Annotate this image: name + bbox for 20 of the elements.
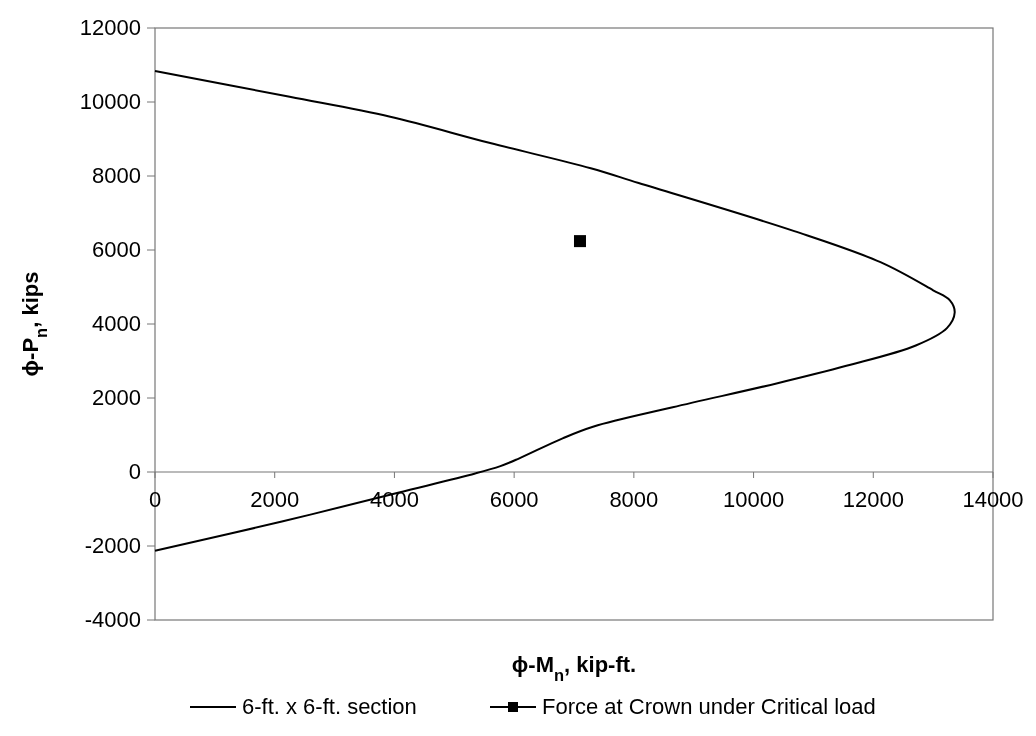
y-tick-label: 10000 <box>79 89 141 114</box>
x-tick-label: 4000 <box>369 487 419 512</box>
y-tick-label: -4000 <box>84 607 141 632</box>
x-tick-label: 8000 <box>609 487 659 512</box>
legend-label: Force at Crown under Critical load <box>542 694 876 719</box>
x-tick-label: 14000 <box>962 487 1024 512</box>
x-tick-label: 2000 <box>250 487 300 512</box>
y-tick-label: 0 <box>128 459 141 484</box>
y-tick-label: 12000 <box>79 15 141 40</box>
x-tick-label: 6000 <box>489 487 539 512</box>
x-tick-label: 0 <box>148 487 162 512</box>
y-tick-label: 8000 <box>92 163 141 188</box>
y-tick-label: 4000 <box>92 311 141 336</box>
x-tick-label: 12000 <box>842 487 904 512</box>
x-axis-title: ϕ-M$_{n}$, kip-ft. <box>511 652 637 684</box>
y-tick-label: 6000 <box>92 237 141 262</box>
legend-label: 6-ft. x 6-ft. section <box>242 694 417 719</box>
y-tick-label: 2000 <box>92 385 141 410</box>
y-tick-label: -2000 <box>84 533 141 558</box>
x-tick-label: 10000 <box>722 487 785 512</box>
